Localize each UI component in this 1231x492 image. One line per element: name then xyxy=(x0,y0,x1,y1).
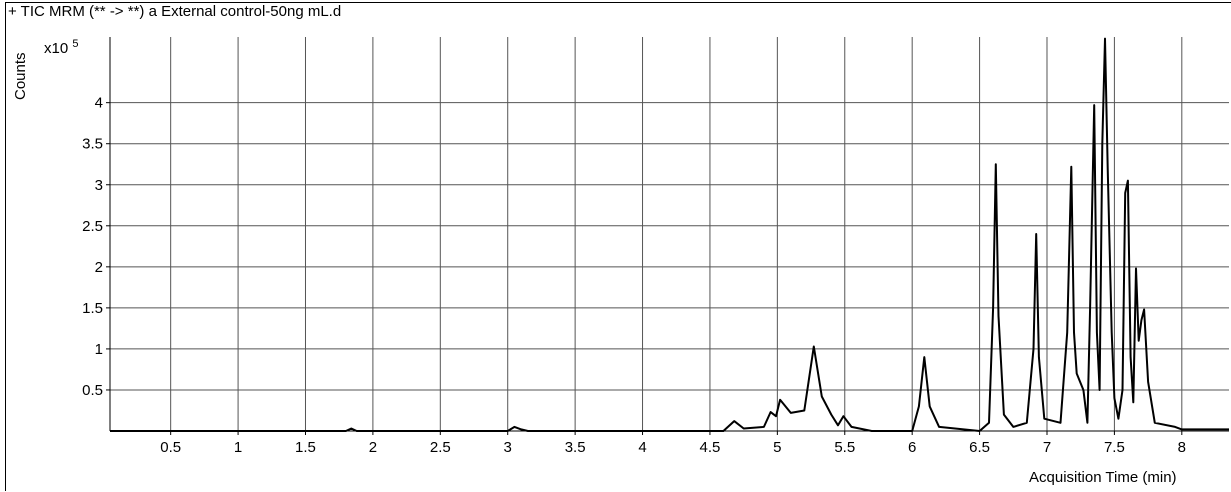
x-tick-label: 1 xyxy=(234,439,242,456)
y-tick-label: 3 xyxy=(95,177,103,194)
series xyxy=(110,37,1229,432)
chart-title: + TIC MRM (** -> **) a External control-… xyxy=(8,3,342,20)
x-tick-label: 4 xyxy=(638,439,646,456)
x-ticks: 0.5 1 1.5 2 2.5 3 3.5 4 4.5 5 5.5 6 6.5 7 7.5 8 xyxy=(160,431,1186,456)
y-scale-label: x10 xyxy=(44,40,69,57)
x-tick-label: 8 xyxy=(1178,439,1186,456)
y-tick-label: 1 xyxy=(95,341,103,358)
y-tick-label: 3.5 xyxy=(82,136,103,153)
x-tick-label: 6 xyxy=(908,439,916,456)
x-tick-label: 6.5 xyxy=(969,439,990,456)
x-tick-label: 1.5 xyxy=(295,439,316,456)
x-tick-label: 5 xyxy=(773,439,781,456)
y-scale-exponent: 5 xyxy=(72,38,79,50)
x-axis-label: Acquisition Time (min) xyxy=(1029,469,1177,486)
x-tick-label: 3 xyxy=(504,439,512,456)
axes xyxy=(109,37,1229,432)
grid xyxy=(110,37,1229,431)
chart-frame xyxy=(5,2,1231,491)
y-tick-label: 0.5 xyxy=(82,382,103,399)
y-ticks: 0.5 1 1.5 2 2.5 3 3.5 4 xyxy=(82,95,110,399)
x-tick-label: 0.5 xyxy=(160,439,181,456)
x-tick-label: 3.5 xyxy=(565,439,586,456)
y-tick-label: 4 xyxy=(95,95,103,112)
x-tick-label: 2 xyxy=(369,439,377,456)
y-tick-label: 1.5 xyxy=(82,300,103,317)
y-scale-factor: x10 5 xyxy=(44,38,78,57)
x-tick-label: 7.5 xyxy=(1104,439,1125,456)
y-tick-label: 2.5 xyxy=(82,218,103,235)
y-tick-label: 2 xyxy=(95,259,103,276)
x-tick-label: 4.5 xyxy=(700,439,721,456)
x-tick-label: 7 xyxy=(1043,439,1051,456)
x-tick-label: 5.5 xyxy=(834,439,855,456)
tic-trace-line xyxy=(110,37,1229,432)
x-tick-label: 2.5 xyxy=(430,439,451,456)
